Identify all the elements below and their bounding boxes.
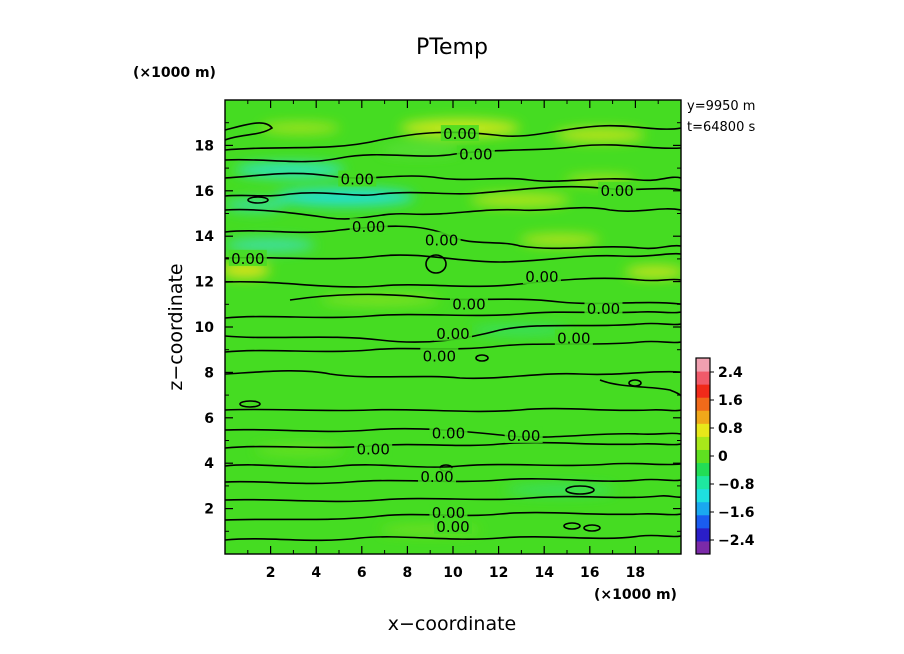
y-axis: 2 4 6 8 10 12 14 16 18 bbox=[195, 122, 681, 532]
x-tick-label: 16 bbox=[580, 565, 599, 581]
colorbar-swatch bbox=[696, 449, 710, 464]
x-axis-label: x−coordinate bbox=[388, 613, 517, 635]
contour-labels: 0.000.000.000.000.000.000.000.000.00 0.00… bbox=[228, 125, 637, 536]
contour-label-bg bbox=[418, 467, 457, 484]
y-tick-label: 14 bbox=[195, 229, 215, 245]
colorbar-swatch bbox=[696, 514, 710, 529]
contour-label-bg bbox=[420, 347, 459, 364]
contour-label-bg bbox=[440, 125, 479, 142]
contour-label: 0.00 bbox=[341, 170, 374, 188]
contour-label-bg bbox=[598, 181, 637, 198]
colorbar-tick-label: 0 bbox=[718, 449, 728, 465]
colorbar-swatch bbox=[696, 436, 710, 450]
x-axis: 2 4 6 8 10 12 14 16 18 bbox=[247, 100, 659, 581]
colorbar-swatch bbox=[696, 540, 710, 555]
contour-label: 0.00 bbox=[432, 504, 465, 522]
contour-label: 0.00 bbox=[459, 145, 492, 163]
contour-label: 0.00 bbox=[352, 218, 385, 236]
colorbar-tick-label: −0.8 bbox=[718, 477, 755, 493]
colorbar-swatch bbox=[696, 397, 710, 411]
colorbar-tick-label: 0.8 bbox=[718, 421, 743, 437]
contour-label: 0.00 bbox=[525, 268, 558, 286]
y-tick-label: 10 bbox=[195, 320, 215, 336]
contour-label: 0.00 bbox=[436, 518, 469, 536]
colorbar-tick-label: 2.4 bbox=[718, 365, 743, 381]
contour-label-bg bbox=[349, 218, 388, 235]
contour-label-bg bbox=[434, 517, 472, 534]
colorbar-swatch bbox=[696, 410, 710, 424]
contour-label: 0.00 bbox=[425, 232, 458, 250]
y-tick-label: 16 bbox=[195, 184, 214, 200]
contour-label: 0.00 bbox=[420, 468, 453, 486]
plot-area: 0.000.000.000.000.000.000.000.000.00 0.00… bbox=[225, 100, 681, 554]
y-tick-label: 2 bbox=[204, 502, 214, 518]
colorbar-tick-label: 1.6 bbox=[718, 393, 743, 409]
contour-label: 0.00 bbox=[356, 441, 389, 459]
y-tick-label: 8 bbox=[204, 365, 214, 381]
contour-label-bg bbox=[354, 440, 393, 457]
contour-label-bg bbox=[504, 426, 543, 443]
colorbar-tick-label: −2.4 bbox=[718, 533, 755, 549]
x-tick-label: 18 bbox=[626, 565, 645, 581]
x-tick-label: 4 bbox=[311, 565, 321, 581]
contour-label-bg bbox=[228, 249, 267, 266]
x-tick-label: 10 bbox=[443, 565, 463, 581]
chart-title: PTemp bbox=[416, 35, 488, 60]
info-line-1: y=9950 m bbox=[687, 99, 755, 114]
contour-label-bg bbox=[449, 295, 488, 312]
x-tick-label: 8 bbox=[403, 565, 413, 581]
x-tick-label: 14 bbox=[534, 565, 554, 581]
y-tick-label: 4 bbox=[204, 456, 214, 472]
contour-label: 0.00 bbox=[436, 325, 469, 343]
y-unit-label: (×1000 m) bbox=[133, 65, 216, 81]
contour-label: 0.00 bbox=[600, 182, 633, 200]
contour-label-bg bbox=[338, 170, 377, 187]
colorbar-swatch bbox=[696, 358, 710, 372]
colorbar-swatch bbox=[696, 371, 710, 385]
contour-label-bg bbox=[456, 145, 495, 162]
contour-label: 0.00 bbox=[423, 348, 456, 366]
contour-label: 0.00 bbox=[507, 427, 540, 445]
info-line-2: t=64800 s bbox=[687, 120, 755, 135]
contour-label-bg bbox=[522, 268, 561, 285]
y-tick-label: 12 bbox=[195, 275, 214, 291]
y-tick-label: 18 bbox=[195, 138, 214, 154]
colorbar: 2.4 1.6 0.8 0 −0.8 −1.6 −2.4 bbox=[695, 357, 755, 555]
contour-label-bg bbox=[554, 329, 593, 346]
colorbar-swatch bbox=[696, 384, 710, 398]
x-tick-label: 2 bbox=[266, 565, 276, 581]
colorbar-swatch bbox=[696, 475, 710, 490]
y-tick-label: 6 bbox=[204, 411, 214, 427]
colorbar-tick-label: −1.6 bbox=[718, 505, 755, 521]
x-tick-label: 6 bbox=[357, 565, 367, 581]
y-axis-label: z−coordinate bbox=[165, 263, 187, 390]
contour-label-bg bbox=[434, 324, 472, 341]
contour-label: 0.00 bbox=[432, 425, 465, 443]
colorbar-swatch bbox=[696, 488, 710, 503]
contour-label-bg bbox=[429, 504, 468, 521]
x-tick-label: 12 bbox=[489, 565, 508, 581]
contour-label-bg bbox=[422, 231, 461, 248]
contour-label-bg bbox=[429, 424, 468, 441]
colorbar-swatch bbox=[696, 462, 710, 477]
contour-label: 0.00 bbox=[231, 250, 264, 268]
x-unit-label: (×1000 m) bbox=[594, 587, 677, 603]
contour-label: 0.00 bbox=[557, 329, 590, 347]
colorbar-swatch bbox=[696, 423, 710, 437]
colorbar-swatch bbox=[696, 527, 710, 542]
contour-label: 0.00 bbox=[587, 300, 620, 318]
contour-label: 0.00 bbox=[452, 295, 485, 313]
colorbar-swatch bbox=[696, 501, 710, 516]
contour-label-bg bbox=[584, 299, 623, 316]
contour-label: 0.00 bbox=[443, 125, 476, 143]
